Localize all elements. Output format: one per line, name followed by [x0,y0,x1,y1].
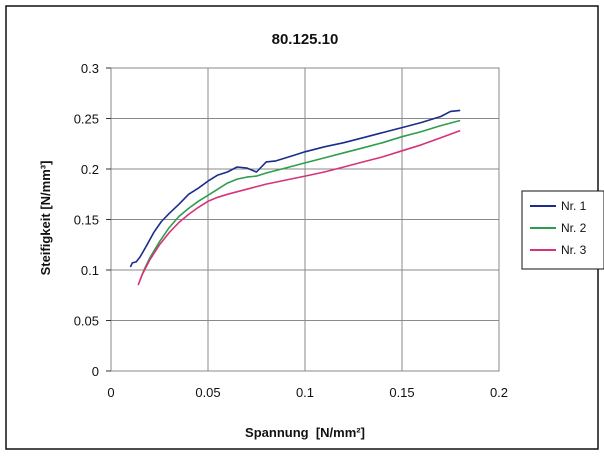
legend-label-nr-3: Nr. 3 [561,243,587,257]
legend-box [521,190,604,270]
series-line-nr-1 [129,109,461,268]
y-tick-label: 0.15 [74,213,99,228]
x-tick-label: 0.05 [195,385,220,400]
x-axis-title: Spannung [N/mm²] [245,425,365,440]
x-tick-label: 0.1 [296,385,314,400]
chart-title: 80.125.10 [272,31,339,48]
legend-label-nr-2: Nr. 2 [561,221,587,235]
y-tick-label: 0 [92,364,99,379]
y-tick-label: 0.25 [74,112,99,127]
series-group [129,109,461,286]
legend-label-nr-1: Nr. 1 [561,199,587,213]
x-tick-label: 0 [107,385,114,400]
y-tick-label: 0.05 [74,314,99,329]
series-line-nr-2 [139,119,461,281]
y-tick-label: 0.3 [81,61,99,76]
y-axis-title: Steifigkeit [N/mm³] [38,161,53,276]
y-tick-label: 0.2 [81,162,99,177]
legend: Nr. 1 Nr. 2 Nr. 3 [521,190,604,270]
x-tick-label: 0.2 [490,385,508,400]
y-axis-ticks: 0 0.05 0.1 0.15 0.2 0.25 0.3 [74,61,99,379]
x-tick-label: 0.15 [389,385,414,400]
x-axis-ticks: 0 0.05 0.1 0.15 0.2 [107,385,508,400]
y-tick-label: 0.1 [81,263,99,278]
series-line-nr-3 [137,129,461,286]
